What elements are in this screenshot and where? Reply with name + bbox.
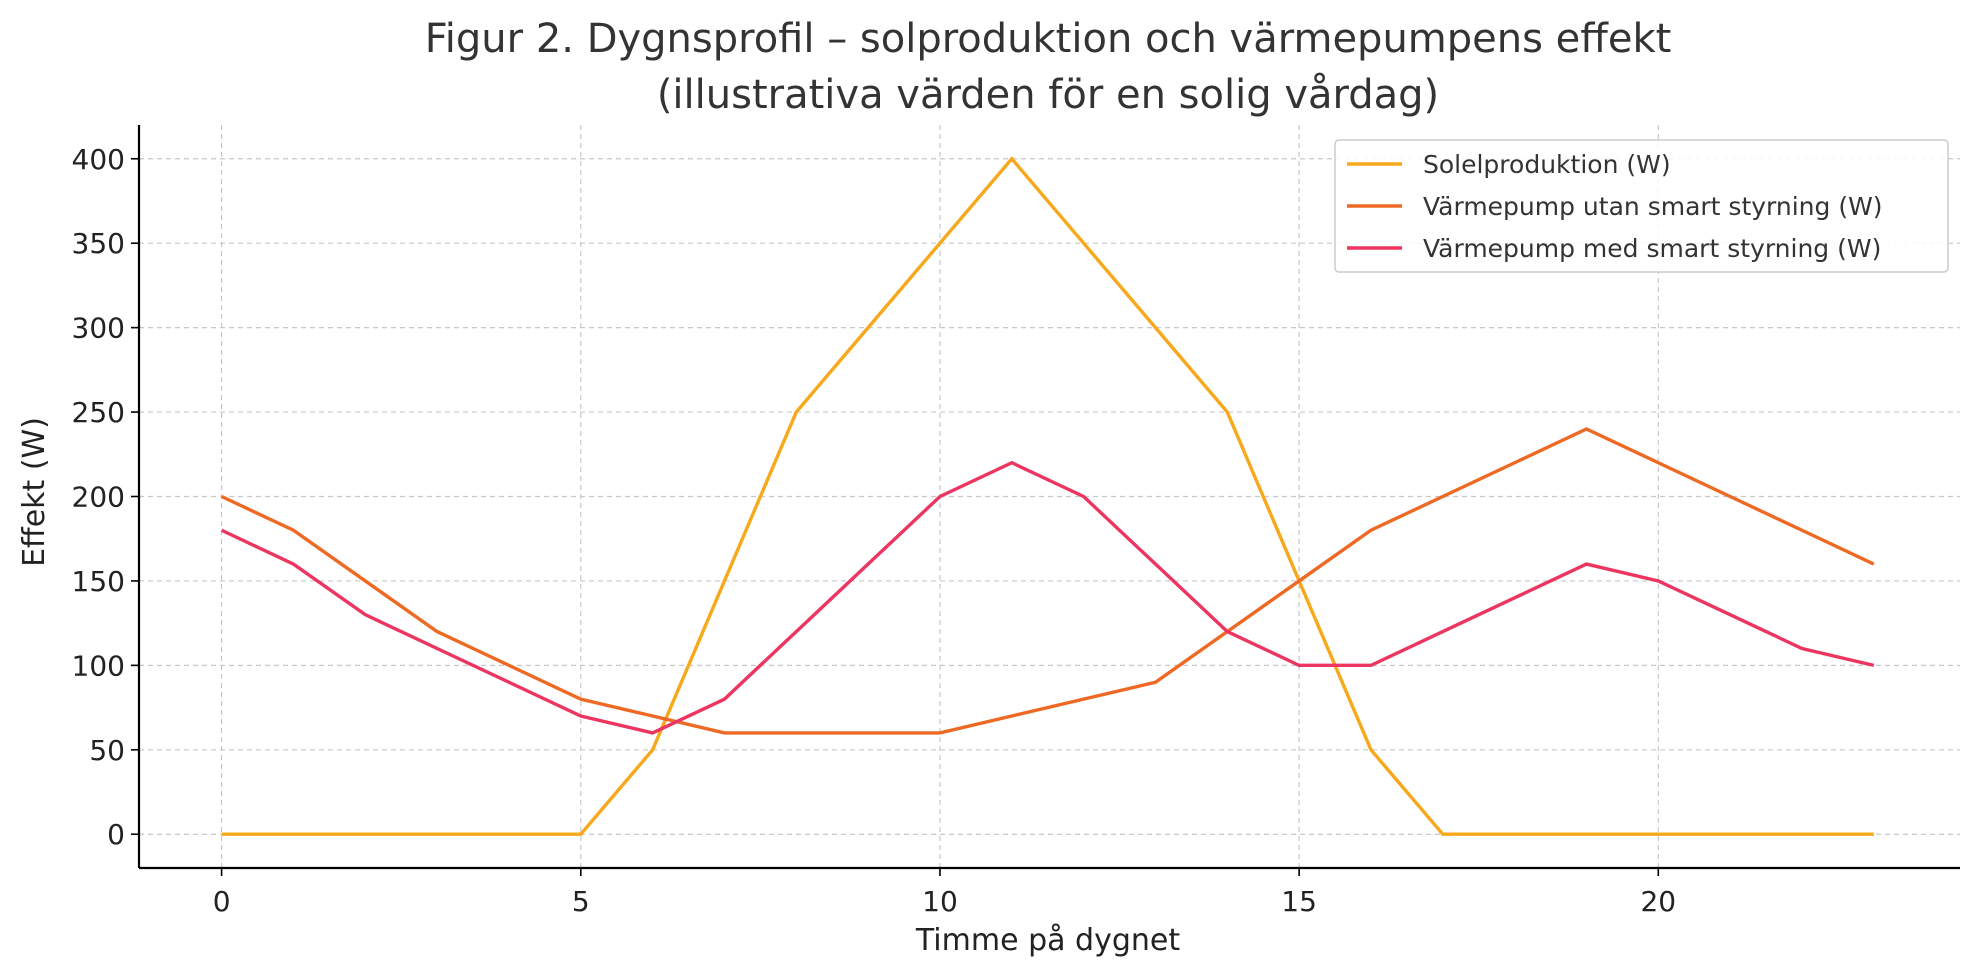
- y-tick-label: 300: [72, 312, 125, 345]
- y-tick-label: 150: [72, 565, 125, 598]
- y-tick-label: 250: [72, 396, 125, 429]
- series-line-2: [220, 427, 1875, 735]
- grid: [139, 125, 1960, 868]
- legend-label-2: Värmepump utan smart styrning (W): [1423, 192, 1883, 221]
- x-tick-label: 0: [213, 885, 231, 918]
- x-tick-label: 10: [922, 885, 958, 918]
- legend-box: [1334, 139, 1949, 273]
- tick-labels: 0 50 100 150 200 250 300 350 400 0 5 10 15 20: [72, 143, 1677, 918]
- x-tick-label: 15: [1281, 885, 1317, 918]
- y-tick-label: 200: [72, 481, 125, 514]
- series-lines: [220, 156, 1875, 836]
- axes: [131, 125, 1960, 876]
- legend-label-3: Värmepump med smart styrning (W): [1423, 234, 1881, 263]
- legend-items: Solelproduktion (W) Värmepump utan smart …: [1347, 150, 1883, 263]
- y-axis-label: Effekt (W): [17, 417, 52, 567]
- x-tick-label: 5: [572, 885, 590, 918]
- series-line-3: [220, 460, 1875, 735]
- series-line-1: [221, 156, 1874, 836]
- chart-title: Figur 2. Dygnsprofil – solproduktion och…: [425, 16, 1672, 62]
- chart-subtitle: (illustrativa värden för en solig vårdag…: [657, 72, 1439, 118]
- y-tick-label: 0: [107, 818, 125, 851]
- legend-label-1: Solelproduktion (W): [1423, 150, 1671, 179]
- x-axis-label: Timme på dygnet: [915, 923, 1180, 958]
- y-tick-label: 100: [72, 649, 125, 682]
- y-tick-label: 350: [72, 227, 125, 260]
- y-tick-label: 50: [89, 734, 125, 767]
- x-tick-label: 20: [1640, 885, 1676, 918]
- y-tick-label: 400: [72, 143, 125, 176]
- legend: Solelproduktion (W) Värmepump utan smart …: [1334, 139, 1949, 273]
